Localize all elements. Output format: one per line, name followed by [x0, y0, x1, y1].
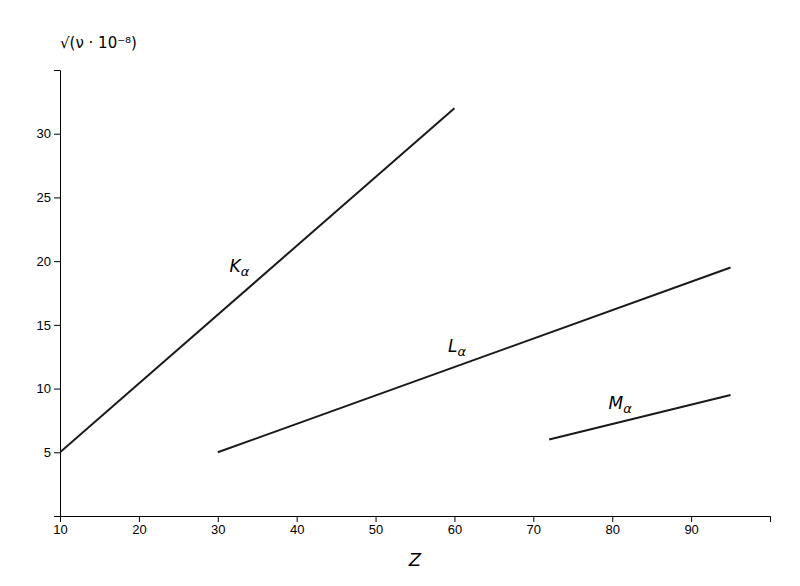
tick-mark [297, 516, 298, 522]
line-labels: Kα Lα Mα [229, 256, 632, 416]
axis-line [61, 517, 771, 523]
tick-mark [54, 261, 60, 262]
tick-label: 30 [211, 522, 225, 537]
tick-mark [54, 325, 60, 326]
tick: 20 [37, 254, 60, 269]
tick: 40 [290, 516, 304, 537]
y-axis-title: √(ν · 10⁻⁸) [60, 34, 137, 52]
tick: 10 [53, 516, 67, 537]
tick: 80 [605, 516, 619, 537]
tick: 25 [37, 190, 60, 205]
tick: 70 [527, 516, 541, 537]
tick: 15 [37, 318, 60, 333]
tick-label: 80 [605, 522, 619, 537]
line [549, 395, 730, 440]
tick: 10 [37, 381, 60, 396]
y-axis: 5 10 15 20 25 30 [37, 71, 61, 517]
tick-label: 50 [369, 522, 383, 537]
line [60, 108, 454, 452]
tick-mark [691, 516, 692, 522]
tick-label: 10 [53, 522, 67, 537]
tick-label: 30 [37, 126, 51, 141]
tick-mark [376, 516, 377, 522]
tick-mark [54, 452, 60, 453]
tick-label: 20 [132, 522, 146, 537]
tick-label: 5 [44, 445, 51, 460]
tick-label: 70 [527, 522, 541, 537]
tick-mark [54, 197, 60, 198]
axis-line [54, 71, 61, 517]
tick: 90 [684, 516, 698, 537]
tick-label: 25 [37, 190, 51, 205]
tick-mark [54, 134, 60, 135]
lines [60, 108, 731, 452]
tick-mark [54, 389, 60, 390]
tick-label: 10 [37, 381, 51, 396]
tick-mark [454, 516, 455, 522]
tick: 30 [211, 516, 225, 537]
tick-label: 60 [448, 522, 462, 537]
x-axis-title: Z [408, 549, 422, 570]
tick: 5 [44, 445, 60, 460]
tick-label: 90 [684, 522, 698, 537]
tick: 30 [37, 126, 60, 141]
line [218, 268, 731, 453]
tick-label: 20 [37, 254, 51, 269]
tick: 50 [369, 516, 383, 537]
tick: 20 [132, 516, 146, 537]
x-axis: 10 20 30 40 50 60 70 80 90 [53, 516, 770, 537]
series-label: Kα [229, 256, 249, 279]
tick-mark [218, 516, 219, 522]
tick-mark [533, 516, 534, 522]
tick-label: 15 [37, 318, 51, 333]
chart: 10 20 30 40 50 60 70 80 90 5 10 15 20 25 30 Kα Lα Mα Z √(ν … [0, 0, 800, 586]
plot: 10 20 30 40 50 60 70 80 90 5 10 15 20 25 30 Kα Lα Mα [37, 71, 771, 538]
series-label: Lα [448, 336, 466, 359]
tick-mark [139, 516, 140, 522]
tick-label: 40 [290, 522, 304, 537]
tick: 60 [448, 516, 462, 537]
tick-mark [612, 516, 613, 522]
series-label: Mα [609, 393, 633, 416]
